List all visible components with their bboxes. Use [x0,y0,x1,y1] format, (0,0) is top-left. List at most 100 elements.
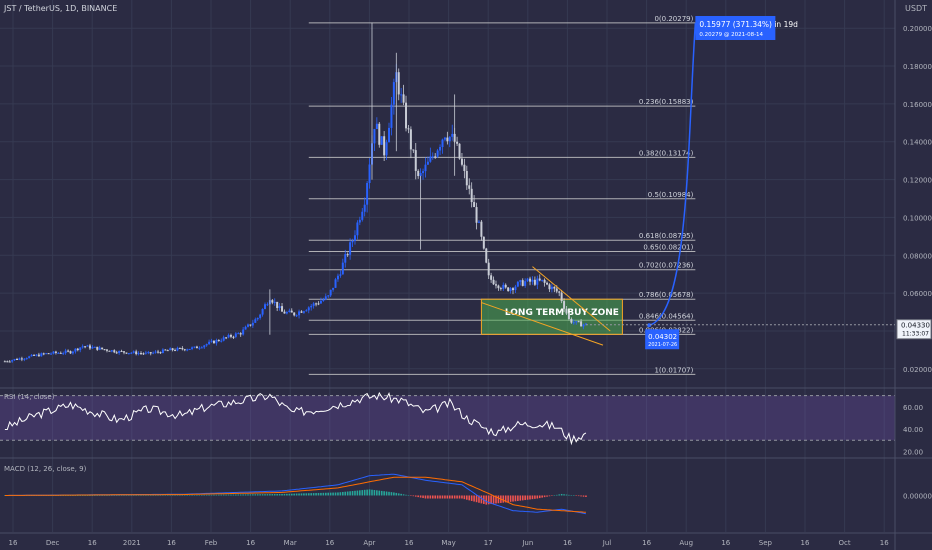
macd-histogram-bar [123,495,125,496]
price-tick-label: 0.16000 [903,101,932,109]
candle-body [563,301,566,309]
candle-body [166,350,169,352]
macd-histogram-bar [560,493,563,496]
macd-histogram-bar [225,494,227,496]
candle-body [439,147,442,151]
macd-histogram-bar [84,495,86,496]
macd-histogram-bar [553,495,556,496]
macd-histogram-bar [298,493,300,496]
candle-body [468,185,471,189]
macd-histogram-bar [196,494,198,496]
time-tick-label: Jun [521,539,533,547]
macd-histogram-bar [378,490,381,496]
candle-body [232,336,235,338]
candle-body [217,340,220,342]
macd-histogram-bar [307,493,310,496]
rsi-line [4,391,587,446]
macd-histogram-bar [359,490,361,496]
macd-histogram-bar [174,495,176,496]
macd-histogram-bar [388,491,390,496]
candle-body [436,150,439,157]
macd-histogram-bar [210,494,213,496]
candle-body [426,161,429,165]
macd-histogram-bar [239,494,242,496]
price-tick-label: 0.14000 [903,139,932,147]
macd-histogram-bar [290,493,293,496]
price-tick-label: 0.02000 [903,366,932,374]
macd-histogram-bar [152,495,154,496]
projection[interactable]: 0.15977 (371.34%) in 19d 0.20279 @ 2021-0… [645,16,798,350]
candle-body [302,311,305,313]
macd-histogram-bar [551,495,553,496]
macd-histogram-bar [208,494,210,496]
macd-histogram-bar [300,493,303,496]
candle-body [492,279,495,285]
macd-histogram-bar [507,495,509,503]
candle-body [575,321,578,323]
candle-body [23,358,26,360]
candle-body [16,359,19,361]
buy-zone[interactable]: LONG TERM BUY ZONE [480,298,623,335]
candle-body [120,350,123,352]
candle-body [18,358,21,360]
macd-histogram-bar [276,494,278,496]
projection-start-label: 0.04302 [648,333,677,341]
time-tick-label: Dec [46,539,60,547]
candle-body [52,351,55,354]
price-axis[interactable]: 0.20000 0.18000 0.16000 0.14000 0.12000 0.100… [585,0,932,550]
candle-body [327,295,330,297]
macd-histogram-bar [220,494,223,496]
candle-body [42,353,45,355]
time-axis[interactable]: 16 Dec 16 2021 16 Feb 16 Mar 16 Apr 16 May 17 Jun 16 Ju… [0,532,932,547]
candle-body [504,284,507,288]
candle-body [414,150,417,171]
macd-histogram-bar [72,495,74,496]
candle-body [402,94,405,103]
candle-body [193,346,196,348]
macd-histogram-bar [281,493,283,496]
macd-histogram-bar [327,492,330,496]
macd-histogram-bar [254,494,257,496]
candle-body [71,351,74,354]
macd-histogram-bar [142,495,145,496]
macd-histogram-bar [458,495,461,499]
macd-histogram-bar [98,495,101,496]
candle-body [161,349,164,354]
candle-body [76,348,79,351]
macd-histogram-bar [96,495,99,496]
macd-histogram-bar [145,495,147,496]
candle-body [383,136,386,156]
candle-body [118,350,121,354]
candle-body [353,235,356,241]
macd-histogram-bar [424,495,427,499]
trend-lines[interactable] [481,266,611,346]
candle-body [208,341,211,345]
macd-histogram-bar [480,495,483,504]
candle-body [516,281,519,287]
macd-histogram-bar [582,495,585,497]
macd-tick-label: 0.00000 [903,492,932,500]
candle-body [507,287,510,292]
macd-histogram-bar [521,495,524,501]
macd-histogram-bar [193,495,196,496]
fib-label: 0.382(0.13174) [639,149,694,157]
macd-histogram-bar [79,495,82,496]
candle-body [317,303,320,305]
candle-body [460,158,463,165]
macd-histogram-bar [154,495,157,496]
time-tick-label: Apr [363,539,375,547]
candle-body [203,345,206,348]
current-price-label: 0.04330 [901,322,930,330]
candle-body [558,291,561,293]
macd-histogram-bar [570,495,573,496]
candle-body [300,311,303,313]
macd-histogram-bar [295,493,298,496]
macd-histogram-bar [140,495,142,496]
candle-body [499,288,502,290]
macd-histogram-bar [354,490,356,496]
macd-histogram-bar [366,489,368,496]
macd-histogram-bar [429,495,432,499]
candle-body [3,361,6,363]
